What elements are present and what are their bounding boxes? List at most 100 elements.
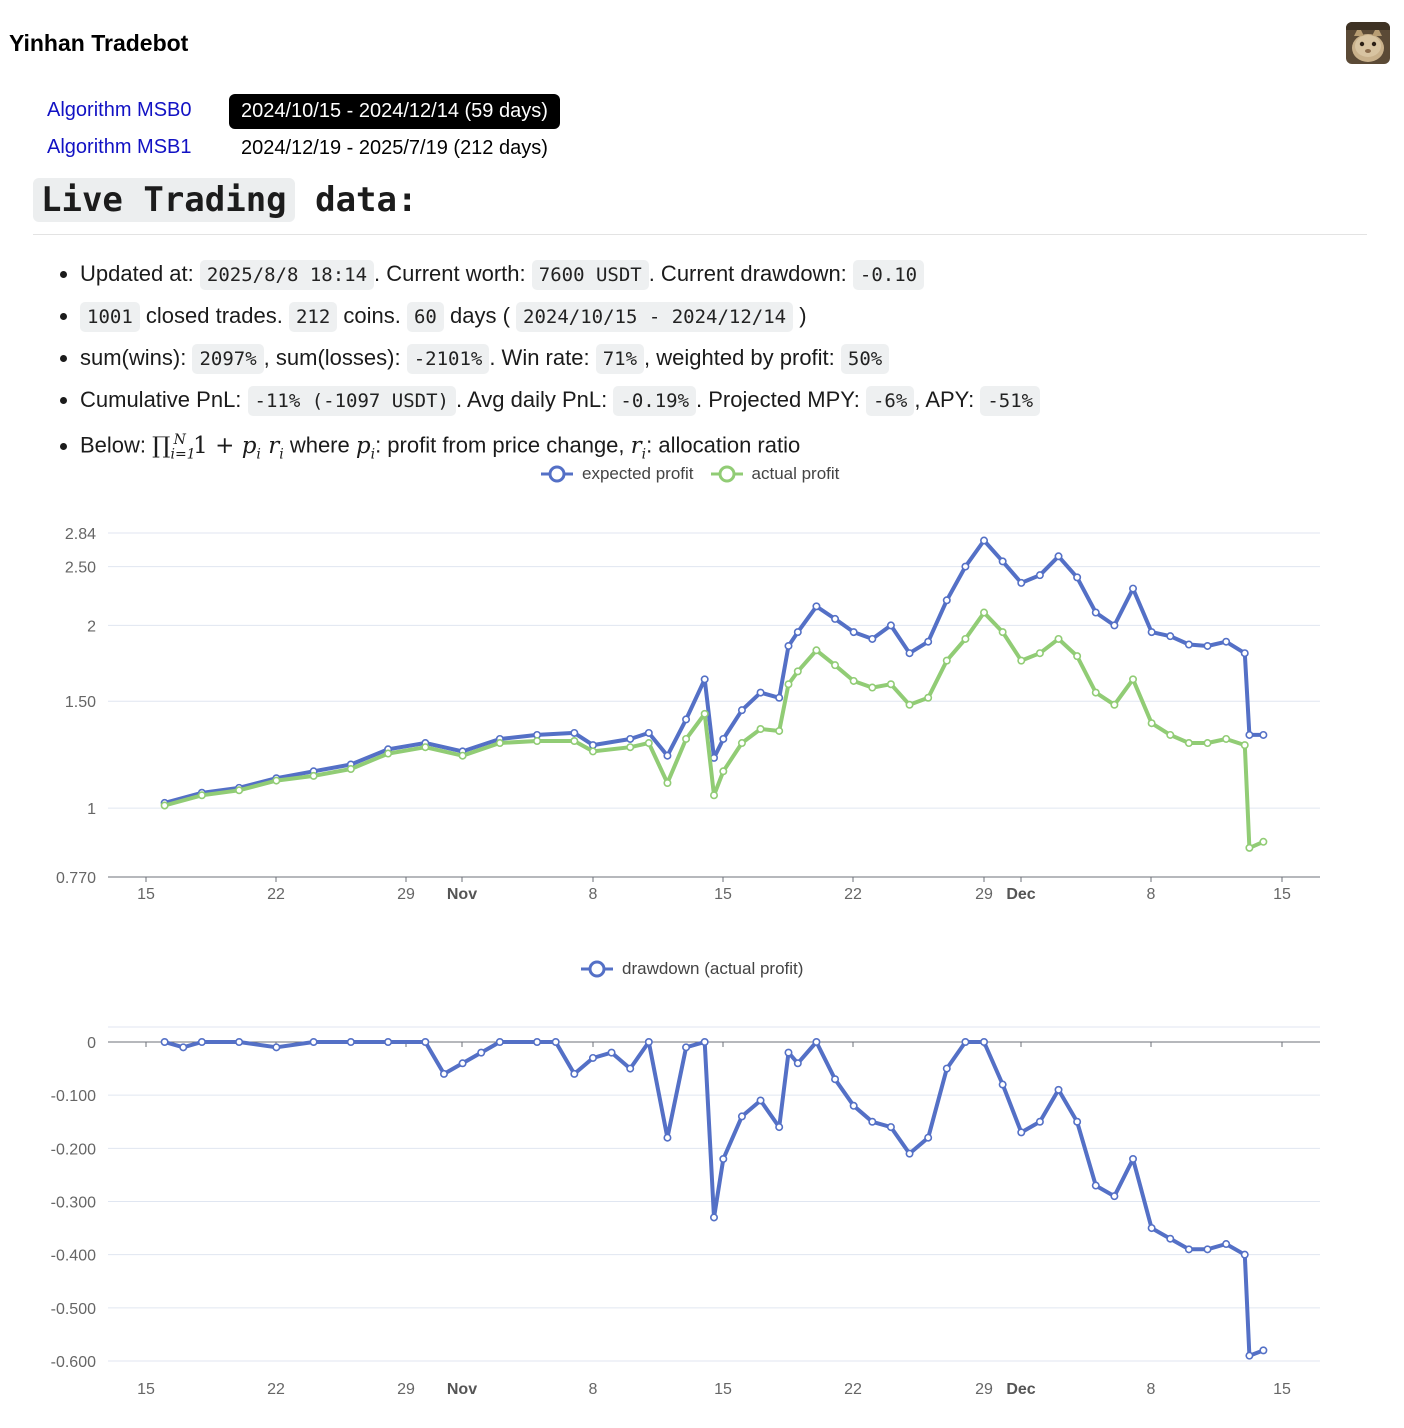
data-point[interactable] bbox=[1147, 1224, 1156, 1233]
data-point[interactable] bbox=[905, 700, 914, 709]
data-point[interactable] bbox=[737, 739, 746, 748]
data-point[interactable] bbox=[719, 1154, 728, 1163]
data-point[interactable] bbox=[197, 791, 206, 800]
data-point[interactable] bbox=[924, 1133, 933, 1142]
data-point[interactable] bbox=[831, 661, 840, 670]
data-point[interactable] bbox=[1222, 637, 1231, 646]
data-point[interactable] bbox=[1147, 628, 1156, 637]
data-point[interactable] bbox=[924, 693, 933, 702]
data-point[interactable] bbox=[784, 1048, 793, 1057]
data-point[interactable] bbox=[793, 1059, 802, 1068]
data-point[interactable] bbox=[682, 715, 691, 724]
data-point[interactable] bbox=[346, 1037, 355, 1046]
data-point[interactable] bbox=[1245, 730, 1254, 739]
data-point[interactable] bbox=[272, 776, 281, 785]
data-point[interactable] bbox=[1166, 730, 1175, 739]
data-point[interactable] bbox=[756, 1096, 765, 1105]
data-point[interactable] bbox=[812, 1037, 821, 1046]
data-point[interactable] bbox=[775, 1123, 784, 1132]
data-point[interactable] bbox=[384, 749, 393, 758]
legend-item-drawdown[interactable]: drawdown (actual profit) bbox=[580, 958, 803, 980]
data-point[interactable] bbox=[570, 728, 579, 737]
data-point[interactable] bbox=[719, 734, 728, 743]
algorithm-range-msb1[interactable]: 2024/12/19 - 2025/7/19 (212 days) bbox=[241, 137, 548, 159]
data-point[interactable] bbox=[458, 1059, 467, 1068]
data-point[interactable] bbox=[1240, 741, 1249, 750]
data-point[interactable] bbox=[849, 628, 858, 637]
data-point[interactable] bbox=[1110, 700, 1119, 709]
data-point[interactable] bbox=[1073, 652, 1082, 661]
data-point[interactable] bbox=[309, 1037, 318, 1046]
data-point[interactable] bbox=[1203, 1245, 1212, 1254]
data-point[interactable] bbox=[1054, 634, 1063, 643]
data-point[interactable] bbox=[831, 1075, 840, 1084]
data-point[interactable] bbox=[784, 680, 793, 689]
data-point[interactable] bbox=[682, 1043, 691, 1052]
data-point[interactable] bbox=[439, 1069, 448, 1078]
algorithm-link-msb0[interactable]: Algorithm MSB0 bbox=[47, 99, 192, 121]
data-point[interactable] bbox=[495, 1037, 504, 1046]
data-point[interactable] bbox=[942, 656, 951, 665]
data-point[interactable] bbox=[1017, 1128, 1026, 1137]
data-point[interactable] bbox=[1259, 730, 1268, 739]
data-point[interactable] bbox=[709, 1213, 718, 1222]
data-point[interactable] bbox=[980, 536, 989, 545]
data-point[interactable] bbox=[1035, 1117, 1044, 1126]
data-point[interactable] bbox=[775, 693, 784, 702]
data-point[interactable] bbox=[1147, 719, 1156, 728]
data-point[interactable] bbox=[700, 675, 709, 684]
data-point[interactable] bbox=[793, 667, 802, 676]
data-point[interactable] bbox=[1073, 573, 1082, 582]
data-point[interactable] bbox=[179, 1043, 188, 1052]
algorithm-link-msb1[interactable]: Algorithm MSB1 bbox=[47, 136, 192, 158]
data-point[interactable] bbox=[495, 739, 504, 748]
data-point[interactable] bbox=[868, 1117, 877, 1126]
data-point[interactable] bbox=[1129, 1154, 1138, 1163]
data-point[interactable] bbox=[1184, 739, 1193, 748]
data-point[interactable] bbox=[1110, 1192, 1119, 1201]
data-point[interactable] bbox=[961, 1037, 970, 1046]
data-point[interactable] bbox=[235, 1037, 244, 1046]
data-point[interactable] bbox=[942, 596, 951, 605]
data-point[interactable] bbox=[849, 1101, 858, 1110]
data-point[interactable] bbox=[663, 751, 672, 760]
data-point[interactable] bbox=[644, 1037, 653, 1046]
data-point[interactable] bbox=[421, 743, 430, 752]
data-point[interactable] bbox=[1129, 675, 1138, 684]
algorithm-range-msb0-selected[interactable]: 2024/10/15 - 2024/12/14 (59 days) bbox=[229, 94, 560, 129]
data-point[interactable] bbox=[1017, 578, 1026, 587]
data-point[interactable] bbox=[1073, 1117, 1082, 1126]
data-point[interactable] bbox=[160, 801, 169, 810]
data-point[interactable] bbox=[998, 557, 1007, 566]
data-point[interactable] bbox=[421, 1037, 430, 1046]
profit-chart[interactable]: 2.84 2.50 2 1.50 1 0.770 15 22 29 Nov 8 15 22 29 Dec 8 1… bbox=[0, 500, 1404, 920]
data-point[interactable] bbox=[998, 628, 1007, 637]
data-point[interactable] bbox=[570, 1069, 579, 1078]
data-point[interactable] bbox=[588, 1053, 597, 1062]
data-point[interactable] bbox=[812, 646, 821, 655]
data-point[interactable] bbox=[886, 1123, 895, 1132]
data-point[interactable] bbox=[1184, 1245, 1193, 1254]
data-point[interactable] bbox=[868, 683, 877, 692]
data-point[interactable] bbox=[849, 676, 858, 685]
data-point[interactable] bbox=[775, 726, 784, 735]
data-point[interactable] bbox=[644, 728, 653, 737]
data-point[interactable] bbox=[905, 649, 914, 658]
data-point[interactable] bbox=[700, 709, 709, 718]
data-point[interactable] bbox=[700, 1037, 709, 1046]
data-point[interactable] bbox=[607, 1048, 616, 1057]
data-point[interactable] bbox=[737, 1112, 746, 1121]
data-point[interactable] bbox=[570, 736, 579, 745]
data-point[interactable] bbox=[1203, 641, 1212, 650]
data-point[interactable] bbox=[458, 751, 467, 760]
data-point[interactable] bbox=[756, 688, 765, 697]
data-point[interactable] bbox=[1166, 632, 1175, 641]
data-point[interactable] bbox=[1091, 608, 1100, 617]
data-point[interactable] bbox=[588, 741, 597, 750]
data-point[interactable] bbox=[663, 778, 672, 787]
data-point[interactable] bbox=[588, 747, 597, 756]
data-point[interactable] bbox=[961, 562, 970, 571]
data-point[interactable] bbox=[942, 1064, 951, 1073]
avatar[interactable] bbox=[1346, 22, 1390, 64]
data-point[interactable] bbox=[235, 786, 244, 795]
